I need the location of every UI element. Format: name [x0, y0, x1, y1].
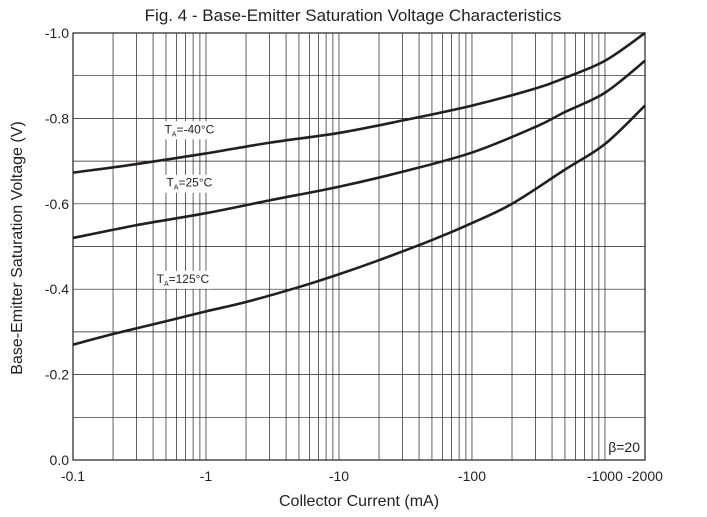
x-tick-label: -1000 — [587, 468, 623, 484]
y-tick-label: -0.6 — [45, 196, 69, 212]
x-axis-label: Collector Current (mA) — [278, 493, 440, 510]
series-line — [72, 59, 646, 240]
series-line — [72, 31, 646, 174]
y-tick-label: 0.0 — [50, 452, 70, 468]
curves — [72, 31, 646, 346]
x-tick-label: -10 — [329, 468, 349, 484]
chart-title: Fig. 4 - Base-Emitter Saturation Voltage… — [144, 6, 562, 25]
series-label-background — [162, 121, 217, 140]
series-line — [72, 104, 646, 346]
x-tick-label: -1 — [200, 468, 213, 484]
series-label-background — [164, 174, 215, 193]
y-tick-label: -0.2 — [45, 367, 69, 383]
series-label: TA=125°C — [157, 272, 210, 288]
series-label: TA=25°C — [166, 176, 212, 192]
series-label: TA=-40°C — [164, 122, 214, 138]
x-tick-label: -2000 — [627, 468, 663, 484]
series-label-background — [154, 270, 212, 289]
y-tick-label: -1.0 — [45, 25, 69, 41]
x-tick-label: -0.1 — [61, 468, 85, 484]
plot-frame — [72, 32, 646, 461]
y-tick-label: -0.8 — [45, 110, 69, 126]
tick-labels: -0.1 -1 -10 -100 -1000 -2000 0.0 -0.2 -0.4 -0.6 -0… — [45, 25, 663, 484]
beta-annotation: β=20 — [608, 439, 640, 455]
grid — [73, 33, 645, 460]
y-tick-label: -0.4 — [45, 281, 69, 297]
x-tick-label: -100 — [458, 468, 486, 484]
curve-labels: TA=-40°C TA=25°C TA=125°C — [154, 121, 217, 289]
